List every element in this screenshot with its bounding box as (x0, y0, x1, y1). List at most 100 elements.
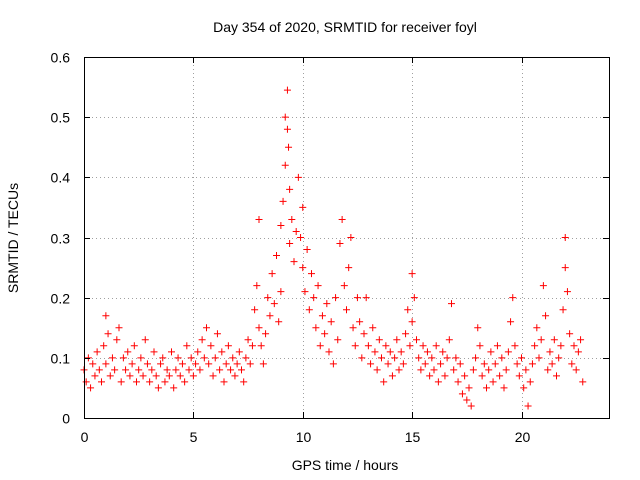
data-point (189, 372, 197, 380)
data-point (345, 264, 353, 272)
data-point (520, 384, 528, 392)
data-point (358, 354, 366, 362)
data-point (452, 354, 460, 362)
data-point (415, 354, 423, 362)
data-point (150, 348, 158, 356)
data-point (428, 354, 436, 362)
data-point (251, 306, 259, 314)
data-point (504, 348, 512, 356)
data-point (154, 384, 162, 392)
data-point (480, 360, 488, 368)
data-point (314, 282, 322, 290)
data-point (117, 378, 125, 386)
x-tick-label: 20 (515, 429, 531, 445)
data-point (535, 354, 543, 362)
data-point (299, 203, 307, 211)
data-point (270, 300, 278, 308)
data-point (548, 360, 556, 368)
data-point (115, 324, 123, 332)
data-point (148, 366, 156, 374)
data-point (395, 366, 403, 374)
data-point (192, 360, 200, 368)
data-point (82, 378, 90, 386)
data-point (283, 125, 291, 133)
data-point (248, 342, 256, 350)
data-point (458, 390, 466, 398)
data-point (213, 330, 221, 338)
data-points (80, 86, 587, 410)
data-point (133, 378, 140, 386)
y-tick-label: 0 (62, 411, 70, 427)
tick-labels: 0 5 10 15 20 0 0.1 0.2 0.3 0.4 0.5 0.6 (51, 50, 531, 446)
data-point (211, 354, 219, 362)
data-point (483, 384, 490, 392)
data-point (255, 215, 263, 223)
data-point (104, 330, 112, 338)
data-point (253, 282, 261, 290)
data-point (102, 312, 110, 320)
x-tick-label: 0 (81, 429, 89, 445)
data-point (216, 366, 224, 374)
data-point (347, 234, 355, 241)
data-point (266, 312, 274, 320)
data-point (559, 306, 567, 314)
data-point (353, 294, 361, 302)
data-point (430, 366, 438, 374)
data-point (448, 300, 455, 308)
data-point (102, 360, 110, 368)
data-point (157, 360, 165, 368)
data-point (242, 354, 250, 362)
data-point (143, 360, 151, 368)
data-point (203, 324, 210, 332)
data-point (487, 348, 495, 356)
data-point (434, 378, 442, 386)
data-point (579, 378, 587, 386)
data-point (360, 330, 368, 338)
data-point (297, 234, 305, 241)
data-point (522, 366, 530, 374)
data-point (450, 366, 458, 374)
data-point (443, 354, 451, 362)
data-point (351, 342, 359, 350)
data-point (286, 185, 294, 193)
data-point (336, 240, 344, 248)
data-point (544, 366, 552, 374)
data-point (380, 378, 388, 386)
data-point (264, 294, 272, 302)
data-point (332, 294, 340, 302)
data-point (146, 378, 154, 386)
data-point (441, 372, 449, 380)
data-point (550, 336, 558, 344)
data-point (255, 324, 263, 332)
data-point (454, 378, 462, 386)
axis-ticks (84, 57, 609, 419)
data-point (476, 342, 484, 350)
data-point (178, 360, 186, 368)
data-point (220, 378, 228, 386)
data-point (198, 336, 206, 344)
data-point (218, 348, 226, 356)
data-point (513, 360, 521, 368)
data-point (439, 348, 447, 356)
data-point (478, 372, 486, 380)
data-point (474, 324, 482, 332)
data-point (382, 342, 390, 350)
data-point (574, 348, 582, 356)
chart-title: Day 354 of 2020, SRMTID for receiver foy… (213, 19, 477, 35)
data-point (526, 378, 534, 386)
y-tick-label: 0.3 (51, 231, 71, 247)
data-point (507, 318, 515, 326)
data-point (561, 264, 569, 272)
data-point (141, 336, 149, 344)
data-point (135, 366, 143, 374)
data-point (568, 360, 576, 368)
data-point (308, 270, 315, 278)
data-point (539, 282, 547, 290)
y-tick-label: 0.1 (51, 351, 71, 367)
data-point (426, 372, 434, 380)
data-point (413, 336, 420, 344)
data-point (537, 336, 545, 344)
data-point (89, 360, 97, 368)
data-point (419, 342, 427, 350)
data-point (417, 366, 425, 374)
